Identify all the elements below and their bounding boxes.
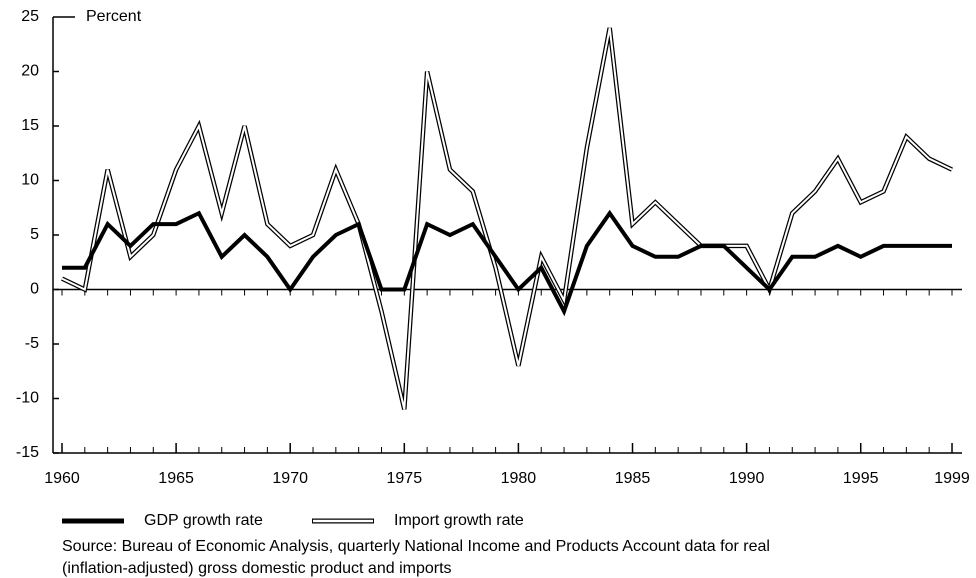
x-tick-label: 1985 [615,470,651,487]
import-line-inner [61,27,953,410]
y-tick-label: 0 [30,281,39,298]
y-tick-label: 20 [21,63,39,80]
x-tick-label: 1970 [272,470,308,487]
x-tick-label: 1999 [934,470,970,487]
y-tick-label: 25 [21,8,39,25]
y-tick-label: 5 [30,226,39,243]
y-axis-label: Percent [86,8,142,25]
source-note: Source: Bureau of Economic Analysis, qua… [62,538,770,555]
legend-label: Import growth rate [394,512,524,529]
y-tick-label: -10 [16,390,39,407]
y-tick-label: -15 [16,444,39,461]
x-tick-label: 1960 [44,470,80,487]
source-note: (inflation-adjusted) gross domestic prod… [62,560,452,577]
legend-label: GDP growth rate [144,512,263,529]
x-tick-label: 1980 [501,470,537,487]
y-tick-label: 15 [21,117,39,134]
x-tick-label: 1975 [387,470,423,487]
x-tick-label: 1990 [729,470,765,487]
import-line [61,27,953,410]
y-tick-label: -5 [25,335,39,352]
x-tick-label: 1995 [843,470,879,487]
y-tick-label: 10 [21,172,39,189]
gdp-line [62,209,952,317]
x-tick-label: 1965 [158,470,194,487]
